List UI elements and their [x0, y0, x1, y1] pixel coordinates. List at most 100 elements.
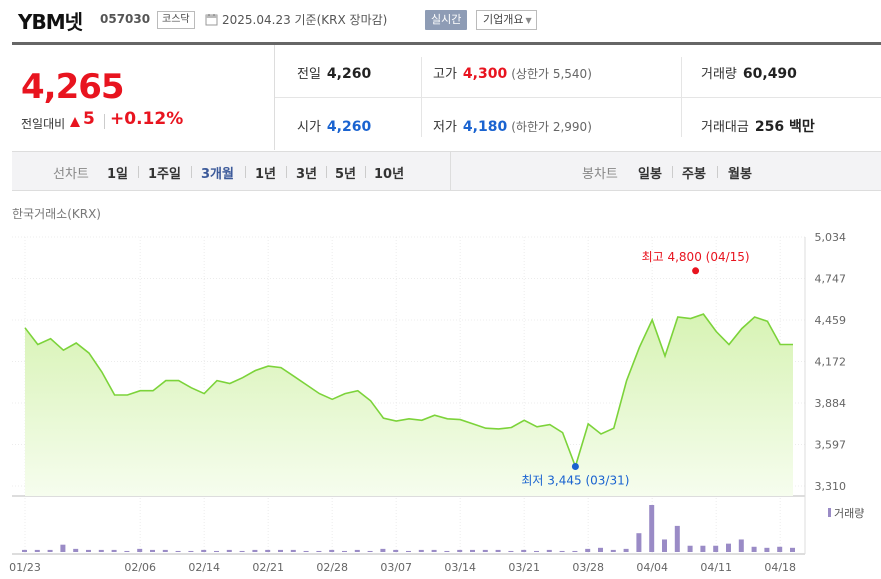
change-value: 5	[83, 109, 95, 129]
volume-bar	[444, 550, 450, 552]
stat-volume: 거래량 60,490	[701, 63, 797, 82]
stat-value: 4,260	[326, 119, 372, 135]
volume-bar	[457, 549, 463, 552]
volume-bar	[726, 543, 731, 552]
volume-bar	[521, 549, 527, 552]
stat-prev-close: 전일 4,260	[297, 63, 371, 82]
divider	[421, 57, 422, 137]
high-label: 최고 4,800 (04/15)	[642, 250, 750, 264]
stat-high: 고가 4,300 (상한가 5,540)	[433, 63, 592, 82]
candle-chart-label: 봉차트	[582, 167, 618, 182]
period-10y-button[interactable]: 10년	[374, 167, 405, 182]
y-tick-label: 4,747	[815, 273, 847, 286]
price-summary: 4,265 전일대비 5 +0.12% 전일 4,260 고가 4,300 (상한가 …	[12, 42, 881, 150]
stat-label: 거래량	[701, 67, 737, 82]
volume-bar	[47, 549, 53, 552]
volume-bar	[636, 533, 642, 552]
volume-bar	[700, 545, 706, 552]
company-name[interactable]: YBM넷	[18, 10, 83, 34]
volume-bar	[201, 549, 207, 552]
chevron-down-icon: ▼	[525, 16, 532, 25]
x-tick-label: 02/14	[188, 561, 220, 574]
volume-bar	[60, 544, 66, 552]
period-1d-button[interactable]: 1일	[107, 167, 129, 182]
volume-bar	[508, 550, 514, 552]
divider	[275, 97, 881, 98]
volume-bar	[623, 548, 629, 552]
stat-sub: (하한가 2,990)	[511, 120, 592, 134]
realtime-button[interactable]: 실시간	[425, 10, 468, 30]
volume-bar	[137, 548, 143, 552]
volume-bar	[188, 550, 194, 552]
stat-value: 256 백만	[754, 119, 815, 135]
divider	[326, 166, 327, 178]
volume-bar	[111, 549, 117, 552]
y-tick-label: 5,034	[815, 231, 847, 244]
divider	[681, 57, 682, 137]
y-tick-label: 3,597	[815, 439, 847, 452]
stat-label: 고가	[433, 67, 457, 82]
candle-daily-button[interactable]: 일봉	[638, 167, 662, 182]
stat-sub: (상한가 5,540)	[511, 67, 592, 81]
price-chart[interactable]: 최고 4,800 (04/15) 최저 3,445 (03/31) 5,034 4,…	[0, 225, 881, 579]
volume-bar	[482, 549, 488, 552]
x-tick-label: 02/21	[252, 561, 284, 574]
volume-bar	[86, 549, 91, 552]
divider	[450, 152, 451, 190]
volume-legend-swatch	[828, 508, 831, 517]
volume-bar	[687, 545, 693, 552]
stat-label: 시가	[297, 120, 321, 135]
candle-monthly-button[interactable]: 월봉	[728, 167, 752, 182]
volume-bar	[534, 550, 539, 552]
divider	[672, 166, 673, 178]
volume-bar	[777, 546, 783, 552]
market-badge: 코스닥	[157, 11, 195, 29]
volume-bar	[380, 548, 386, 552]
x-tick-label: 04/18	[764, 561, 796, 574]
y-tick-label: 4,459	[815, 314, 847, 327]
volume-bar	[559, 550, 565, 552]
candle-weekly-button[interactable]: 주봉	[682, 167, 706, 182]
period-bar: 선차트 1일 1주일 3개월 1년 3년 5년 10년 봉차트 일봉 주봉 월봉	[12, 151, 881, 191]
volume-bar	[73, 548, 79, 552]
volume-bar	[252, 549, 258, 552]
line-chart-label: 선차트	[53, 167, 89, 182]
period-5y-button[interactable]: 5년	[335, 167, 357, 182]
y-tick-label: 3,884	[815, 397, 847, 410]
volume-bar	[546, 549, 552, 552]
stock-header: YBM넷 057030 코스닥 2025.04.23 기준(KRX 장마감) 실…	[0, 0, 881, 40]
volume-bar	[393, 549, 399, 552]
price-area	[25, 314, 793, 496]
period-3m-button[interactable]: 3개월	[201, 167, 234, 182]
y-tick-label: 3,310	[815, 480, 847, 493]
x-tick-label: 03/28	[572, 561, 604, 574]
stat-label: 거래대금	[701, 120, 749, 135]
x-tick-label: 03/07	[380, 561, 412, 574]
divider	[191, 166, 192, 178]
volume-bar	[738, 539, 744, 552]
volume-bar	[598, 547, 603, 552]
stats-box: 전일 4,260 고가 4,300 (상한가 5,540) 거래량 60,490 시가 4…	[274, 45, 881, 150]
volume-bar	[495, 549, 501, 552]
volume-bar	[662, 539, 667, 552]
x-tick-label: 03/14	[444, 561, 476, 574]
x-tick-label: 01/23	[9, 561, 41, 574]
period-3y-button[interactable]: 3년	[296, 167, 318, 182]
stat-open: 시가 4,260	[297, 116, 371, 135]
period-1y-button[interactable]: 1년	[255, 167, 277, 182]
volume-bar	[764, 547, 770, 552]
divider	[365, 166, 366, 178]
stat-label: 전일	[297, 67, 321, 82]
base-date: 2025.04.23 기준(KRX 장마감)	[222, 13, 388, 27]
price-line[interactable]	[24, 313, 793, 469]
company-info-button[interactable]: 기업개요 ▼	[476, 10, 537, 30]
divider	[717, 166, 718, 178]
x-tick-label: 04/11	[700, 561, 732, 574]
volume-bar	[713, 545, 719, 552]
period-1w-button[interactable]: 1주일	[148, 167, 181, 182]
x-tick-label: 03/21	[508, 561, 540, 574]
stat-trade-value: 거래대금 256 백만	[701, 116, 815, 136]
volume-bar	[610, 549, 616, 552]
volume-bar	[226, 549, 232, 552]
volume-bar	[354, 549, 360, 552]
